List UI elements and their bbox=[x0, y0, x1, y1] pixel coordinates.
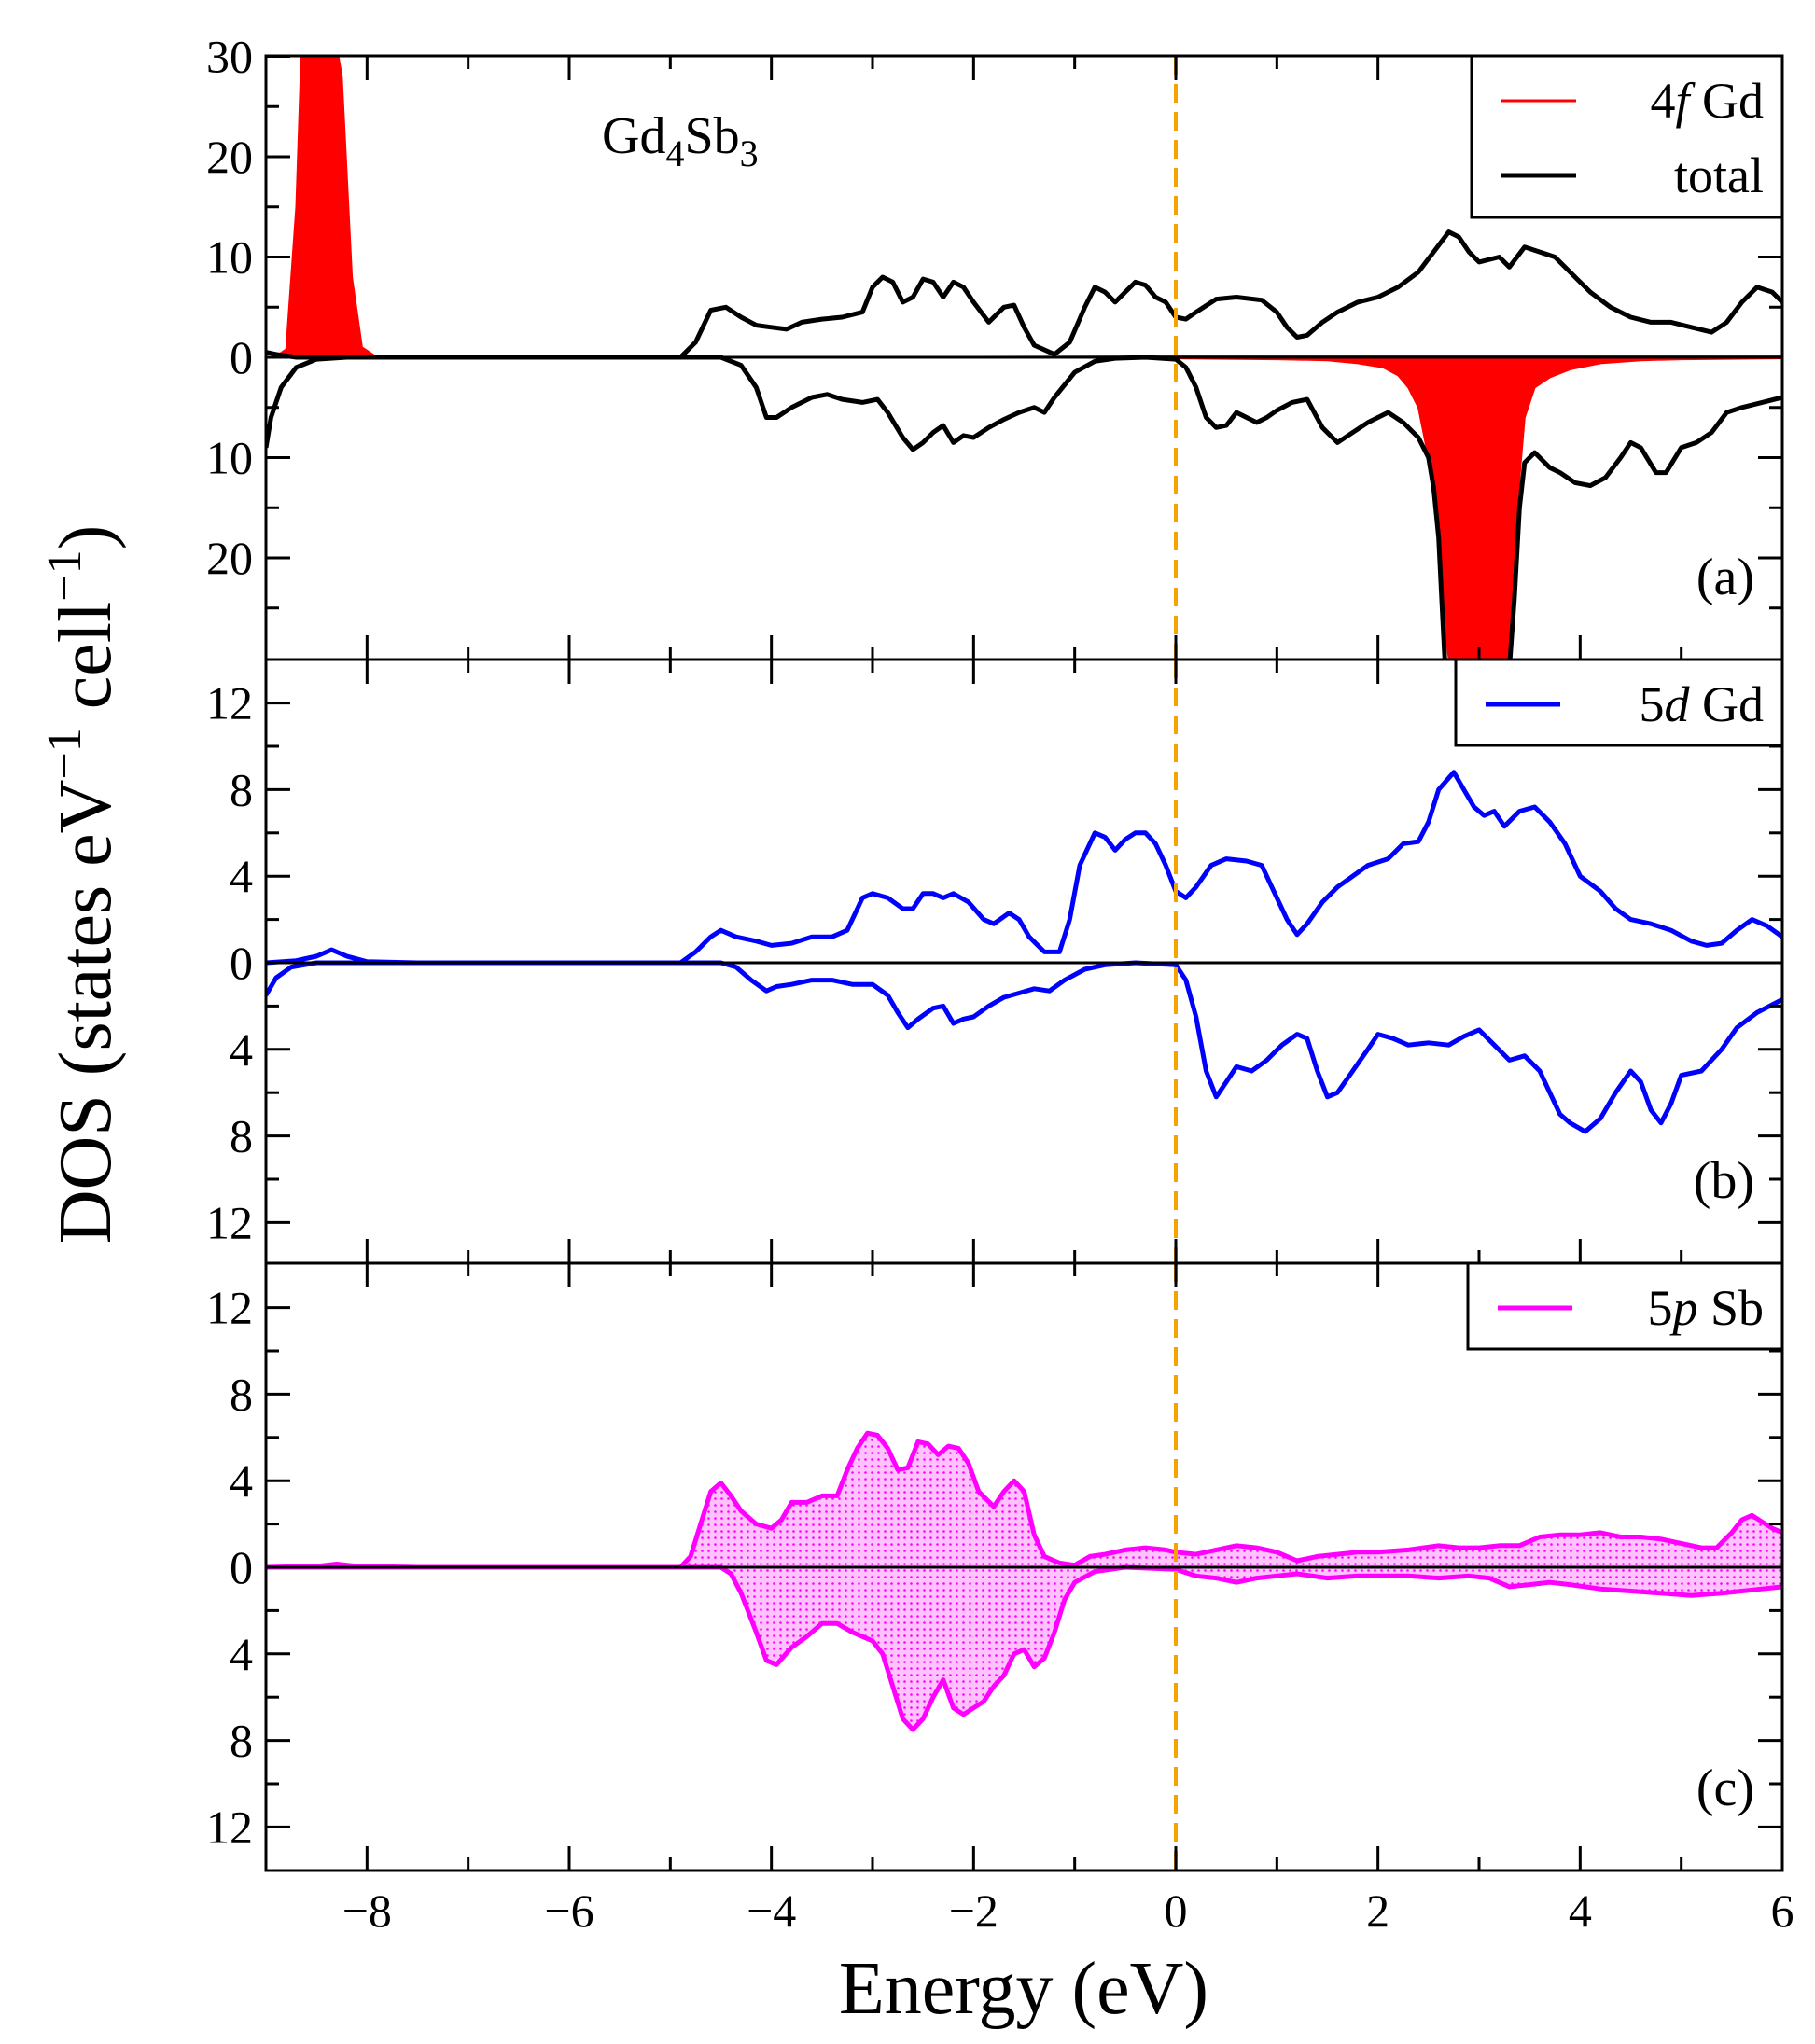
compound-sub-4: 4 bbox=[665, 132, 684, 174]
legend-label: 4f Gd bbox=[1650, 73, 1764, 129]
y-tick-label: 12 bbox=[206, 1801, 253, 1853]
y-tick-label: 10 bbox=[206, 231, 253, 284]
plot-area bbox=[266, 770, 1782, 1134]
x-tick-label: 0 bbox=[1165, 1884, 1188, 1937]
y-tick-label: 8 bbox=[230, 1110, 253, 1162]
legend: 5p Sb bbox=[1466, 1261, 1784, 1351]
total_down-line bbox=[266, 355, 1782, 660]
panel-tag: (a) bbox=[1696, 549, 1754, 606]
y-tick-label: 4 bbox=[230, 850, 253, 902]
y-tick-label: 12 bbox=[206, 1282, 253, 1334]
y-axis-title-mid: cell bbox=[45, 602, 127, 728]
legend-label: total bbox=[1674, 147, 1764, 203]
sb5p_down-line bbox=[266, 1564, 1782, 1732]
legend-label: 5d Gd bbox=[1640, 676, 1765, 732]
x-tick-label: −2 bbox=[949, 1884, 998, 1937]
compound-sb: Sb bbox=[684, 107, 739, 165]
gd4f_down-area bbox=[266, 357, 1782, 659]
panel-a: 0 10 20 30 10 20 (a) 4f Gd total bbox=[206, 31, 1784, 661]
panel-c: 0 4 8 12 4 8 12 (c) 5p Sb bbox=[206, 1261, 1784, 1872]
x-tick-labels: −8 −6 −4 −2 0 2 4 6 bbox=[342, 1884, 1794, 1937]
x-tick-label: −6 bbox=[544, 1884, 593, 1937]
y-tick-label: 12 bbox=[206, 1196, 253, 1248]
compound-gd: Gd bbox=[602, 107, 665, 165]
legend: 4f Gd total bbox=[1470, 54, 1784, 219]
compound-label: Gd4Sb3 bbox=[602, 107, 759, 174]
x-tick-label: −8 bbox=[342, 1884, 392, 1937]
compound-sub-3: 3 bbox=[740, 132, 759, 174]
y-tick-label: 0 bbox=[230, 937, 253, 989]
y-axis-title-end: ) bbox=[45, 525, 127, 550]
y-tick-label: 4 bbox=[230, 1023, 253, 1076]
y-tick-label: 0 bbox=[230, 331, 253, 383]
y-tick-label: 10 bbox=[206, 432, 253, 484]
legend: 5d Gd bbox=[1454, 658, 1784, 747]
y-axis-title-sup2: −1 bbox=[38, 549, 91, 601]
legend-box bbox=[1470, 54, 1784, 219]
x-axis-title: Energy (eV) bbox=[839, 1948, 1208, 2030]
y-tick-label: 8 bbox=[230, 1715, 253, 1767]
total_up-line bbox=[266, 229, 1782, 360]
y-axis-title-main: DOS (states eV bbox=[45, 780, 127, 1244]
sb5p_up-line bbox=[266, 1430, 1782, 1570]
x-tick-label: −4 bbox=[747, 1884, 796, 1937]
x-tick-label: 4 bbox=[1569, 1884, 1592, 1937]
y-tick-label: 0 bbox=[230, 1541, 253, 1593]
panel-b: 0 4 8 12 4 8 12 (b) 5d Gd bbox=[206, 658, 1784, 1265]
panel-tag: (b) bbox=[1694, 1152, 1754, 1210]
y-tick-label: 8 bbox=[230, 763, 253, 815]
y-tick-label: 4 bbox=[230, 1628, 253, 1680]
y-tick-label: 20 bbox=[206, 131, 253, 183]
plot-area bbox=[266, 1430, 1782, 1732]
panel-tag: (c) bbox=[1696, 1759, 1754, 1817]
x-tick-label: 2 bbox=[1366, 1884, 1389, 1937]
y-tick-label: 8 bbox=[230, 1368, 253, 1420]
x-tick-label: 6 bbox=[1771, 1884, 1794, 1937]
y-tick-label: 20 bbox=[206, 532, 253, 584]
legend-label: 5p Sb bbox=[1647, 1280, 1764, 1336]
y-tick-label: 12 bbox=[206, 677, 253, 730]
y-tick-label: 30 bbox=[206, 31, 253, 83]
y-tick-label: 4 bbox=[230, 1454, 253, 1507]
y-axis-title-sup1: −1 bbox=[38, 728, 91, 779]
svg-text:DOS (states eV−1 cell−1): DOS (states eV−1 cell−1) bbox=[38, 525, 127, 1244]
y-axis-title: DOS (states eV−1 cell−1) bbox=[38, 525, 127, 1244]
gd4f_down-line bbox=[266, 356, 1782, 660]
gd5d_down-line bbox=[266, 960, 1782, 1134]
gd5d_up-line bbox=[266, 770, 1782, 966]
